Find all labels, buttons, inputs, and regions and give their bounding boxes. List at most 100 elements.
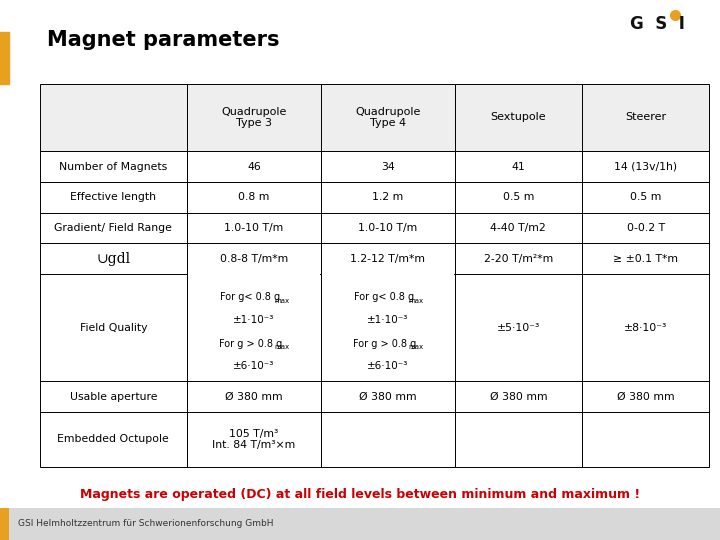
Text: Usable aperture: Usable aperture [70,392,157,402]
Text: ±1·10⁻³: ±1·10⁻³ [233,312,274,322]
Text: GSI Helmholtzzentrum für Schwerionenforschung GmbH: GSI Helmholtzzentrum für Schwerionenfors… [18,519,274,528]
Bar [455,213,582,243]
Text: Sextupole: Sextupole [490,112,546,123]
Bar [187,151,321,182]
Bar [455,243,582,274]
Bar [321,243,455,274]
Text: Quadrupole
Type 4: Quadrupole Type 4 [355,106,420,128]
Bar [321,84,455,151]
Text: 1.0-10 T/m: 1.0-10 T/m [224,223,284,233]
Text: Gradient/ Field Range: Gradient/ Field Range [54,223,172,233]
Bar [40,274,187,381]
Bar [582,182,709,213]
Bar [582,412,709,467]
Bar [582,274,709,381]
Bar [187,213,321,243]
Text: 2-20 T/m²*m: 2-20 T/m²*m [484,254,553,264]
Text: Ø 380 mm: Ø 380 mm [617,392,675,402]
Bar [40,243,187,274]
Bar [321,274,455,381]
Bar [188,274,320,381]
Text: 0.5 m: 0.5 m [630,192,661,202]
Text: For g< 0.8 g: For g< 0.8 g [224,291,284,300]
Bar [455,381,582,412]
Text: 0-0.2 T: 0-0.2 T [626,223,665,233]
Bar [582,381,709,412]
Text: Ø 380 mm: Ø 380 mm [490,392,547,402]
Bar [0,508,720,540]
Text: For g< 0.8 g: For g< 0.8 g [358,291,418,300]
Text: 0.8-8 T/m*m: 0.8-8 T/m*m [220,254,288,264]
Text: 1.2-12 T/m*m: 1.2-12 T/m*m [351,254,426,264]
Text: Field Quality: Field Quality [79,322,147,333]
Text: Quadrupole
Type 3: Quadrupole Type 3 [221,106,287,128]
Bar [40,412,187,467]
Text: For g > 0.8 g: For g > 0.8 g [353,339,416,349]
Text: ±1·10⁻³: ±1·10⁻³ [233,315,274,325]
Text: ±6·10⁻³: ±6·10⁻³ [233,355,274,365]
Text: Magnet parameters: Magnet parameters [47,30,279,51]
Bar [187,243,321,274]
Bar [187,381,321,412]
Text: ≥ ±0.1 T*m: ≥ ±0.1 T*m [613,254,678,264]
Text: Number of Magnets: Number of Magnets [59,161,167,172]
Text: For g > 0.8 g: For g > 0.8 g [356,333,420,343]
Bar [321,381,455,412]
Text: 46: 46 [247,161,261,172]
Bar [187,274,321,381]
Text: 41: 41 [511,161,525,172]
Text: max: max [408,298,423,304]
Text: ∪gdl: ∪gdl [96,252,130,266]
Bar [582,151,709,182]
Text: 105 T/m³
Int. 84 T/m³×m: 105 T/m³ Int. 84 T/m³×m [212,429,295,450]
Text: max: max [274,345,289,350]
Bar [321,412,455,467]
Bar [582,84,709,151]
Bar [40,381,187,412]
Bar [322,274,454,381]
Bar [187,84,321,151]
Text: Embedded Octupole: Embedded Octupole [58,435,169,444]
Bar [0,508,9,540]
Text: For g > 0.8 g: For g > 0.8 g [222,333,286,343]
Bar [455,274,582,381]
Text: ±6·10⁻³: ±6·10⁻³ [367,361,408,371]
Text: Ø 380 mm: Ø 380 mm [225,392,283,402]
Text: ±8·10⁻³: ±8·10⁻³ [624,322,667,333]
Bar [0,32,9,84]
Text: Effective length: Effective length [71,192,156,202]
Text: ±6·10⁻³: ±6·10⁻³ [233,361,274,371]
Text: Ø 380 mm: Ø 380 mm [359,392,417,402]
Bar [455,84,582,151]
Text: 0.8 m: 0.8 m [238,192,269,202]
Bar [40,182,187,213]
Text: ±6·10⁻³: ±6·10⁻³ [367,355,408,365]
Text: 0.5 m: 0.5 m [503,192,534,202]
Text: 1.0-10 T/m: 1.0-10 T/m [358,223,418,233]
Text: ±1·10⁻³: ±1·10⁻³ [367,312,408,322]
Bar [187,182,321,213]
Text: G  S  I: G S I [630,15,685,33]
Bar [187,412,321,467]
Text: For g< 0.8 g: For g< 0.8 g [220,293,280,302]
Bar [321,213,455,243]
Text: ±5·10⁻³: ±5·10⁻³ [497,322,540,333]
Text: Steerer: Steerer [625,112,666,123]
Bar [40,151,187,182]
Bar [40,84,187,151]
Text: 1.2 m: 1.2 m [372,192,403,202]
Bar [582,213,709,243]
Text: Magnets are operated (DC) at all field levels between minimum and maximum !: Magnets are operated (DC) at all field l… [80,488,640,501]
Bar [321,151,455,182]
Bar [40,213,187,243]
Text: ±1·10⁻³: ±1·10⁻³ [367,315,408,325]
Text: 34: 34 [381,161,395,172]
Text: For g< 0.8 g: For g< 0.8 g [354,293,414,302]
Text: max: max [274,298,289,304]
Bar [321,182,455,213]
Text: 4-40 T/m2: 4-40 T/m2 [490,223,546,233]
Bar [582,243,709,274]
Text: max: max [408,345,423,350]
Text: 14 (13v/1h): 14 (13v/1h) [614,161,677,172]
Text: For g > 0.8 g: For g > 0.8 g [219,339,282,349]
